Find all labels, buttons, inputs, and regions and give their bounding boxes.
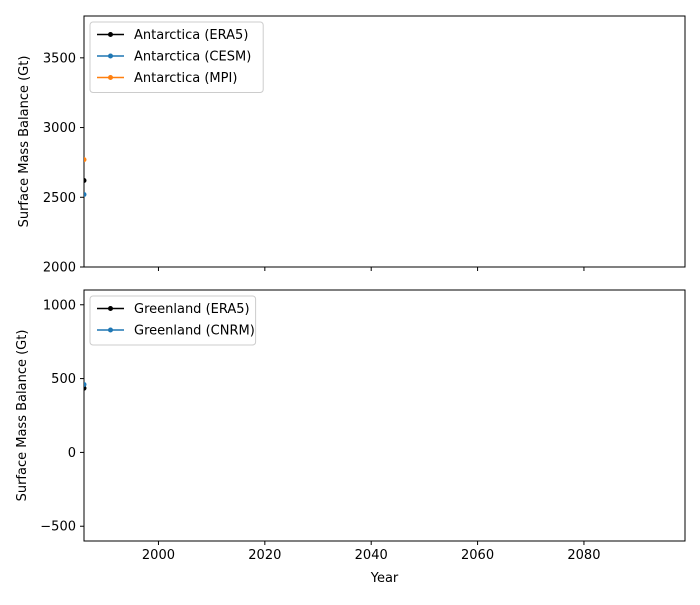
y-tick-label: 0 <box>68 446 76 461</box>
data-point <box>84 157 87 163</box>
data-point <box>84 385 87 391</box>
x-axis-label: Year <box>370 571 399 586</box>
legend-marker <box>108 75 113 80</box>
legend-box <box>89 21 264 93</box>
data-point <box>84 191 87 197</box>
x-tick-label: 2060 <box>461 548 494 563</box>
series-layer <box>84 381 87 391</box>
x-tick-label: 2000 <box>142 548 175 563</box>
legend-label: Greenland (CNRM) <box>134 324 255 339</box>
legend-marker <box>108 306 113 311</box>
legend: Antarctica (ERA5) Antarctica (CESM) Antarc… <box>89 21 264 93</box>
subplot-1: 2000 2500 3000 3500 Surface Mass Balance (Gt… <box>17 15 686 276</box>
y-tick-label: 2000 <box>43 261 76 276</box>
data-point <box>84 178 87 184</box>
legend-label: Antarctica (MPI) <box>134 71 237 86</box>
y-tick-label: 1000 <box>43 298 76 313</box>
subplot-2: 2000 2020 2040 2060 2080 −500 0 500 1000 Surface … <box>15 289 686 586</box>
legend: Greenland (ERA5) Greenland (CNRM) <box>89 295 257 346</box>
y-axis-label: Surface Mass Balance (Gt) <box>17 56 32 228</box>
series-layer <box>84 157 87 197</box>
x-tick-label: 2040 <box>355 548 388 563</box>
legend-label: Antarctica (CESM) <box>134 50 251 65</box>
plot-frame <box>83 289 686 542</box>
legend-marker <box>108 32 113 37</box>
legend-marker <box>108 327 113 333</box>
legend-label: Greenland (ERA5) <box>134 302 250 317</box>
y-tick-label: −500 <box>40 520 76 535</box>
legend-label: Antarctica (ERA5) <box>134 28 248 43</box>
y-tick-label: 3500 <box>43 51 76 66</box>
legend-marker <box>108 53 113 59</box>
plot-frame <box>83 15 686 268</box>
y-axis-label: Surface Mass Balance (Gt) <box>15 330 30 502</box>
x-tick-label: 2020 <box>248 548 281 563</box>
y-tick-label: 2500 <box>43 191 76 206</box>
data-point <box>84 381 87 387</box>
y-tick-label: 500 <box>51 372 76 387</box>
legend-box <box>89 295 257 346</box>
y-tick-label: 3000 <box>43 121 76 136</box>
x-tick-label: 2080 <box>567 548 600 563</box>
